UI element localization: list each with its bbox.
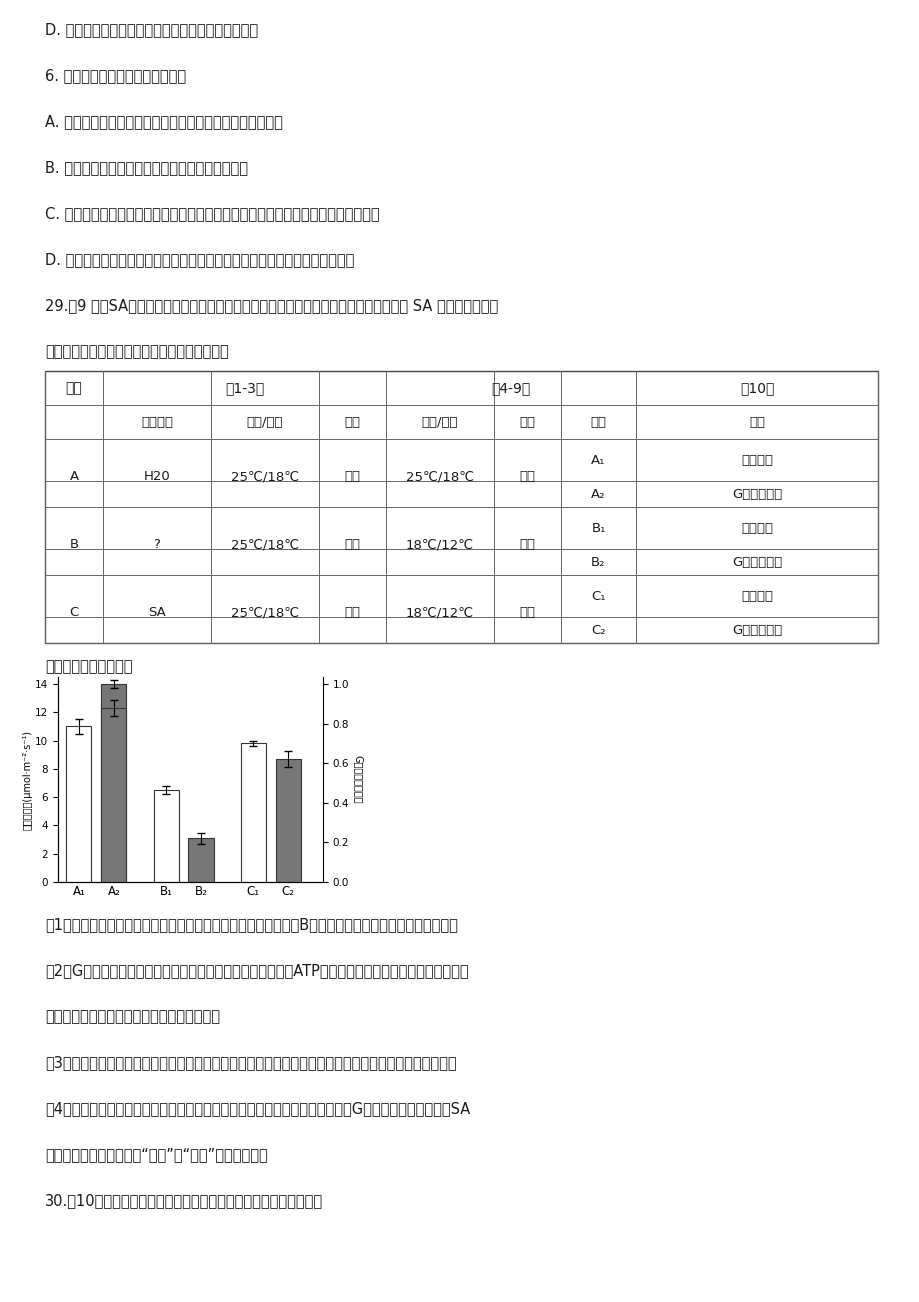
Bar [66,727,91,881]
Text: B₁: B₁ [591,522,605,535]
Text: D. 当内环境稳态遇到破坏时，必将引起细胞代谢素乱: D. 当内环境稳态遇到破坏时，必将引起细胞代谢素乱 [45,22,258,36]
Text: 关合速率: 关合速率 [740,590,772,603]
Text: C: C [69,607,78,620]
Text: 30.（10分）下图表示血糖平衡的部分调节过程，请回答下列问题：: 30.（10分）下图表示血糖平衡的部分调节过程，请回答下列问题： [45,1193,323,1208]
Text: 关合速率: 关合速率 [740,522,772,535]
Text: 第10天: 第10天 [739,381,774,395]
Text: 日温/夜温: 日温/夜温 [246,415,283,428]
Text: C₁: C₁ [591,590,605,603]
Text: 25℃/18℃: 25℃/18℃ [405,470,473,483]
Bar [45,371,877,643]
Text: （1）该实验研究的主要自变量是＿＿＿＿＿＿＿＿＿＿＿＿＿，B组叶面应喷洒＿＿＿＿＿＿＿＿＿＿。: （1）该实验研究的主要自变量是＿＿＿＿＿＿＿＿＿＿＿＿＿，B组叶面应喷洒＿＿＿＿… [45,917,458,932]
Text: 适宜: 适宜 [519,470,535,483]
Text: 组别: 组别 [65,381,83,395]
Text: 分组: 分组 [590,415,606,428]
Text: 弱光: 弱光 [519,539,535,552]
Text: 18℃/12℃: 18℃/12℃ [405,607,473,620]
Text: 作用中暗反应的＿＿＿＿＿＿＿＿＿＿过程。: 作用中暗反应的＿＿＿＿＿＿＿＿＿＿过程。 [45,1009,220,1023]
Text: G基因表达量: G基因表达量 [732,487,781,500]
Text: SA: SA [148,607,165,620]
Text: （4）检测结果表明，低温、弱光条件能明显降低番茄幼苗的＿＿＿＿＿＿＿和G基因表达量。提前施用SA: （4）检测结果表明，低温、弱光条件能明显降低番茄幼苗的＿＿＿＿＿＿＿和G基因表达… [45,1101,470,1116]
Text: 适宜: 适宜 [344,607,360,620]
Text: G基因表达量: G基因表达量 [732,556,781,569]
Text: C₂: C₂ [591,624,605,637]
Text: 光照: 光照 [344,415,360,428]
Text: 25℃/18℃: 25℃/18℃ [231,470,299,483]
Text: 25℃/18℃: 25℃/18℃ [231,539,299,552]
Text: H20: H20 [143,470,170,483]
Text: 18℃/12℃: 18℃/12℃ [405,539,473,552]
Text: 弱光: 弱光 [519,607,535,620]
Text: （3）若要检测幼苗的呼吸速率，则表中应改变的条件是＿＿＿＿＿＿＿＿＿＿，应更改为＿＿＿＿＿＿。: （3）若要检测幼苗的呼吸速率，则表中应改变的条件是＿＿＿＿＿＿＿＿＿＿，应更改为… [45,1055,456,1070]
Text: 适宜: 适宜 [344,539,360,552]
Text: A₂: A₂ [591,487,605,500]
Bar [101,684,126,881]
Text: 叶面喷洒: 叶面喷洒 [141,415,173,428]
Y-axis label: 净光合速率(μmol·m⁻²·s⁻¹): 净光合速率(μmol·m⁻²·s⁻¹) [22,729,32,829]
Text: ?: ? [153,539,160,552]
Y-axis label: G基因相对表达量: G基因相对表达量 [353,755,363,803]
Text: 关合速率: 关合速率 [740,453,772,466]
Text: 光照: 光照 [519,415,535,428]
Text: 第1-3天: 第1-3天 [224,381,264,395]
Text: B. 持续高温干旱能使农田生态系统固定的能量增加: B. 持续高温干旱能使农田生态系统固定的能量增加 [45,160,248,174]
Text: 29.（9 分）SA（水杨酸）在植物体许多代谢途径中发挥着重要作用。某实验小组研究了 SA 对低温、弱光条: 29.（9 分）SA（水杨酸）在植物体许多代谢途径中发挥着重要作用。某实验小组研… [45,298,498,312]
Text: A: A [69,470,78,483]
Text: 件下番茄幼苗光合作用的影响。实验设计如下：: 件下番茄幼苗光合作用的影响。实验设计如下： [45,344,229,359]
Bar [153,790,178,881]
Text: B: B [69,539,78,552]
Bar [276,759,301,881]
Text: 日温/夜温: 日温/夜温 [421,415,458,428]
Text: C. 正反馈调节能使生态系统保持平衡和稳态，而负反馈调节使生态系统失去平衡状态: C. 正反馈调节能使生态系统保持平衡和稳态，而负反馈调节使生态系统失去平衡状态 [45,206,380,221]
Text: 可＿＿＿＿＿＿＿＿（填“促进”或“缓解”）这种影响。: 可＿＿＿＿＿＿＿＿（填“促进”或“缓解”）这种影响。 [45,1147,267,1161]
Text: 25℃/18℃: 25℃/18℃ [231,607,299,620]
Text: A. 物质是能量流动的载体，因此能量沿着食物链可循环利用: A. 物质是能量流动的载体，因此能量沿着食物链可循环利用 [45,115,282,129]
Text: 第4-9天: 第4-9天 [491,381,530,395]
Text: G基因表达量: G基因表达量 [732,624,781,637]
Text: 适宜: 适宜 [344,470,360,483]
Text: D. 生产者通过光合作用合成有机物，能量就从非生物的无机环境流入生物群落: D. 生产者通过光合作用合成有机物，能量就从非生物的无机环境流入生物群落 [45,253,354,267]
Bar [188,838,213,881]
Text: （2）G基因的表达产物是光合作用中需要的一种酶，它依赖于ATP发挥傅化作用，推测这种酶参与了光合: （2）G基因的表达产物是光合作用中需要的一种酶，它依赖于ATP发挥傅化作用，推测… [45,963,468,978]
Text: 6. 关于生态系统的叙述，正确的是: 6. 关于生态系统的叙述，正确的是 [45,68,186,83]
Bar [101,708,126,881]
Text: 实验检测结果如下图：: 实验检测结果如下图： [45,659,132,674]
Text: B₂: B₂ [591,556,605,569]
Text: 检测: 检测 [748,415,765,428]
Text: A₁: A₁ [591,453,605,466]
Bar [241,743,266,881]
